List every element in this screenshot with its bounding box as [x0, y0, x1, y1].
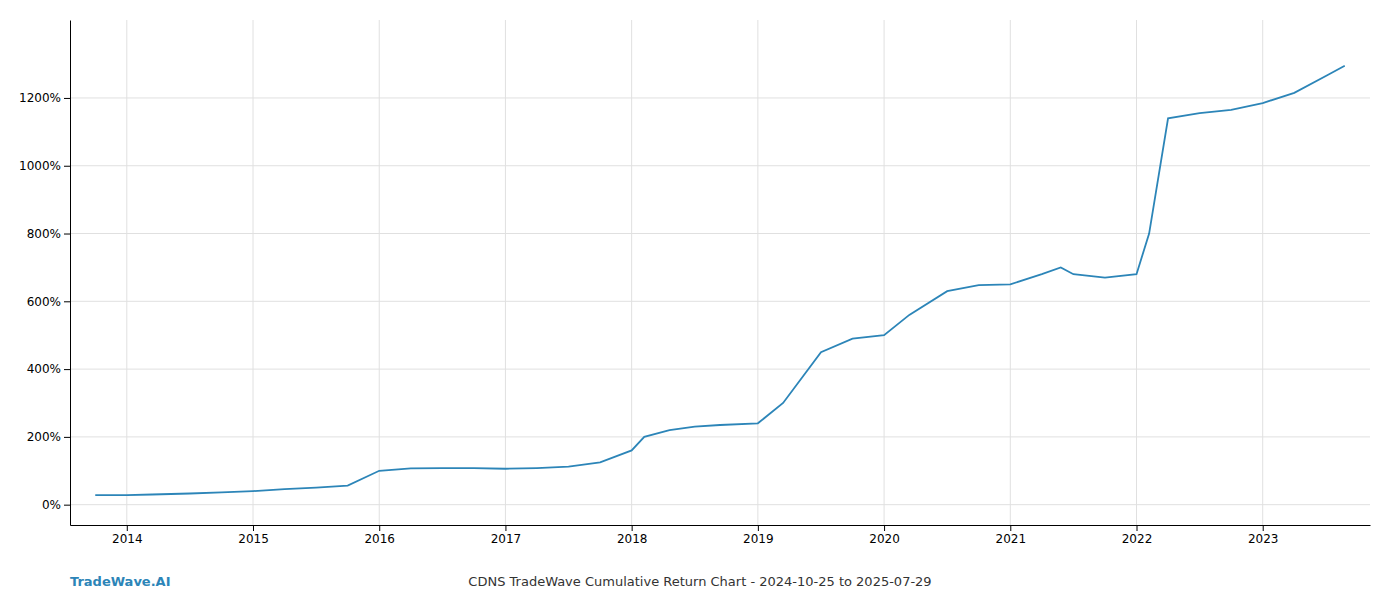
x-tick-mark [1010, 525, 1011, 531]
x-tick-label: 2018 [617, 532, 648, 546]
y-tick-mark [64, 505, 70, 506]
x-grid-line [126, 20, 127, 525]
x-tick-label: 2022 [1122, 532, 1153, 546]
y-grid-line [70, 436, 1370, 437]
x-tick-mark [632, 525, 633, 531]
y-tick-mark [64, 437, 70, 438]
y-tick: 200% [27, 430, 70, 444]
x-tick-mark [379, 525, 380, 531]
x-tick: 2014 [112, 525, 143, 546]
x-tick-label: 2015 [238, 532, 269, 546]
x-tick: 2023 [1248, 525, 1279, 546]
x-tick-label: 2021 [996, 532, 1027, 546]
x-tick: 2018 [617, 525, 648, 546]
x-tick-mark [505, 525, 506, 531]
grid [70, 20, 1370, 525]
x-tick: 2019 [743, 525, 774, 546]
x-grid-line [505, 20, 506, 525]
y-axis: 0% 200% 400% 600% 800% 1000% 1200% [19, 21, 70, 526]
y-tick-label: 0% [42, 498, 61, 512]
x-tick-label: 2020 [869, 532, 900, 546]
x-tick-mark [884, 525, 885, 531]
x-tick-label: 2017 [491, 532, 522, 546]
x-tick: 2020 [869, 525, 900, 546]
x-tick-label: 2023 [1248, 532, 1279, 546]
y-tick-mark [64, 234, 70, 235]
y-grid-line [70, 97, 1370, 98]
y-tick: 400% [27, 362, 70, 376]
x-tick-label: 2019 [743, 532, 774, 546]
y-tick: 600% [27, 295, 70, 309]
x-tick: 2021 [996, 525, 1027, 546]
x-tick-mark [253, 525, 254, 531]
title: CDNS TradeWave Cumulative Return Chart -… [468, 574, 931, 589]
x-grid-line [253, 20, 254, 525]
y-tick-label: 1000% [19, 159, 61, 173]
y-tick-mark [64, 166, 70, 167]
y-tick-mark [64, 98, 70, 99]
y-tick-label: 400% [27, 362, 61, 376]
x-grid-line [884, 20, 885, 525]
y-grid-line [70, 369, 1370, 370]
x-tick: 2022 [1122, 525, 1153, 546]
x-grid-line [1262, 20, 1263, 525]
y-tick-label: 200% [27, 430, 61, 444]
y-tick-label: 600% [27, 295, 61, 309]
plot: 2014 2015 2016 2017 2018 2019 2020 2021 2022 2023… [19, 20, 1370, 546]
x-tick: 2016 [364, 525, 395, 546]
y-grid-line [70, 233, 1370, 234]
y-grid-line [70, 165, 1370, 166]
x-tick-mark [1137, 525, 1138, 531]
x-tick-mark [127, 525, 128, 531]
y-tick: 1200% [19, 91, 70, 105]
line [95, 66, 1345, 495]
x-tick-mark [758, 525, 759, 531]
x-tick-mark [1263, 525, 1264, 531]
x-grid-line [379, 20, 380, 525]
x-tick: 2017 [491, 525, 522, 546]
x-tick: 2015 [238, 525, 269, 546]
y-tick: 1000% [19, 159, 70, 173]
x-grid-line [757, 20, 758, 525]
x-grid-line [1010, 20, 1011, 525]
x-axis: 2014 2015 2016 2017 2018 2019 2020 2021 2022 2023 [71, 525, 1371, 546]
y-tick-mark [64, 369, 70, 370]
y-tick: 800% [27, 227, 70, 241]
y-tick-mark [64, 301, 70, 302]
watermark: TradeWave.AI [70, 574, 171, 589]
x-tick-label: 2014 [112, 532, 143, 546]
y-grid-line [70, 504, 1370, 505]
y-grid-line [70, 301, 1370, 302]
y-axis-line [70, 21, 71, 526]
marks [95, 66, 1345, 495]
y-tick-label: 800% [27, 227, 61, 241]
x-tick-label: 2016 [364, 532, 395, 546]
y-tick: 0% [42, 498, 70, 512]
x-axis-line [71, 525, 1371, 526]
y-tick-label: 1200% [19, 91, 61, 105]
chart: 2014 2015 2016 2017 2018 2019 2020 2021 2022 2023… [0, 0, 1400, 600]
